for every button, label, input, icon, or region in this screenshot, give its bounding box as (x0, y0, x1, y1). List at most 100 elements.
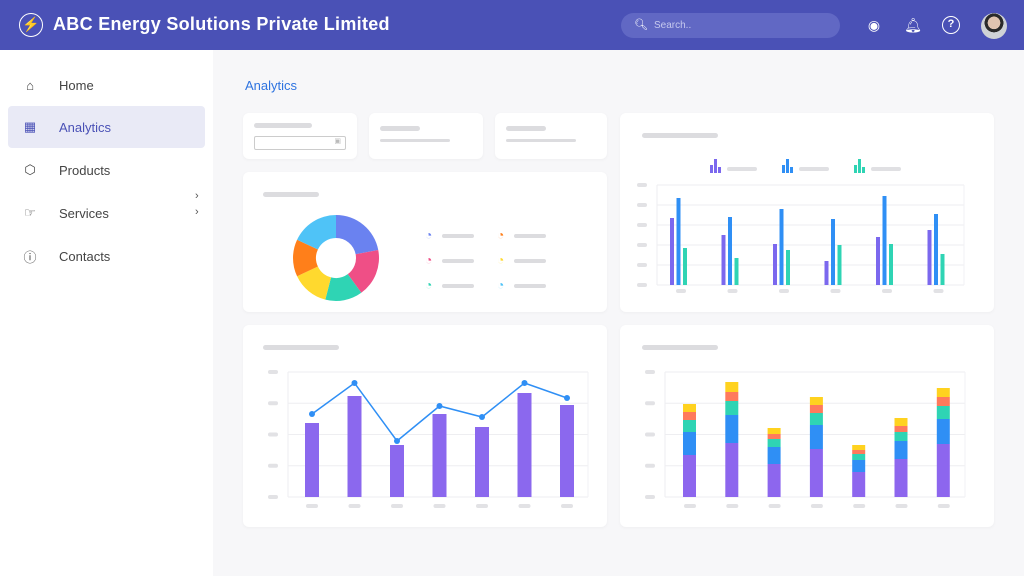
bar-line-chart (268, 370, 589, 508)
bar (560, 405, 574, 497)
help-icon: ⓘ (23, 249, 37, 265)
date-input[interactable]: ▣ (254, 136, 346, 150)
avatar[interactable] (981, 13, 1007, 39)
stacked-bar-segment (894, 418, 908, 426)
y-tick-label (268, 401, 278, 406)
x-tick-label (933, 289, 944, 293)
x-tick-label (810, 504, 823, 508)
bar (347, 396, 362, 497)
x-tick-label (684, 504, 696, 508)
bar (934, 214, 938, 285)
x-tick-label (518, 504, 531, 508)
stacked-bar-segment (894, 459, 908, 497)
stacked-bar-segment (767, 428, 781, 434)
stacked-bar-segment (683, 420, 696, 432)
stacked-bar-chart (645, 370, 966, 508)
sidebar-item-services[interactable]: ☞ Services › › (8, 190, 205, 234)
y-tick-label (645, 495, 655, 499)
legend-icon (790, 167, 793, 173)
calendar-icon: ▣ (334, 138, 341, 145)
bar (683, 248, 687, 285)
legend-icon (786, 159, 789, 173)
help-icon[interactable]: ? (942, 16, 960, 34)
line-point (394, 438, 400, 444)
search-input[interactable]: 🔍︎ Search.. (621, 13, 840, 38)
stacked-bar-segment (683, 432, 696, 455)
location-icon[interactable]: ◉ (867, 17, 881, 33)
x-tick-label (779, 289, 789, 293)
app-title: ABC Energy Solutions Private Limited (53, 14, 390, 34)
legend-icon: ◔ (425, 253, 433, 267)
sidebar-item-products[interactable]: ⬡ Products (8, 149, 205, 191)
x-tick-label (348, 504, 361, 508)
bar (779, 209, 784, 285)
donut-chart (293, 215, 379, 301)
stacked-bar-segment (725, 415, 739, 443)
stacked-bar-segment (767, 434, 781, 439)
bar (927, 230, 932, 285)
line-point (309, 411, 315, 417)
bar (305, 423, 319, 497)
sidebar-item-label: Services (59, 205, 109, 221)
sidebar-item-label: Home (59, 77, 94, 93)
stacked-bar-segment (809, 449, 823, 497)
page-title: Analytics (245, 78, 298, 93)
bolt-icon[interactable]: ⚡ (19, 13, 43, 37)
bar (837, 245, 842, 285)
x-tick-label (830, 289, 841, 293)
sidebar-item-home[interactable]: ⌂ Home (8, 64, 205, 106)
y-tick-label (268, 432, 278, 437)
donut-slice (297, 215, 336, 250)
chevron-right-icon[interactable]: › (195, 206, 199, 218)
legend-icon (714, 159, 717, 173)
sidebar-item-label: Products (59, 162, 111, 178)
bar (773, 244, 777, 285)
sidebar-item-label: Analytics (59, 119, 112, 135)
bar (786, 250, 790, 285)
sidebar-item-analytics[interactable]: ▦ Analytics (8, 106, 205, 148)
donut-slice (297, 266, 332, 300)
y-tick-label (637, 183, 647, 187)
bar (721, 235, 726, 285)
x-tick-label (561, 504, 573, 508)
donut-slice (293, 239, 318, 277)
y-tick-label (637, 283, 647, 287)
bar (432, 414, 447, 497)
donut-slice (325, 274, 362, 301)
stacked-bar-segment (894, 432, 908, 441)
y-tick-label (637, 243, 647, 247)
bell-icon[interactable]: 🔔︎ (904, 17, 922, 33)
x-tick-label (726, 504, 739, 508)
stacked-bar-segment (683, 404, 696, 412)
line-point (351, 380, 358, 386)
bar (390, 445, 404, 497)
sidebar: ⌂ Home ▦ Analytics ⬡ Products ☞ Services › › ⓘ… (0, 50, 213, 576)
line-point (521, 380, 528, 386)
bar (940, 254, 945, 285)
bar (831, 219, 835, 285)
donut-chart-card: ◔ ◔ ◔ ◔ ◔ ◔ (243, 172, 607, 312)
home-icon: ⌂ (26, 77, 34, 93)
bar (734, 258, 739, 285)
bar (824, 261, 829, 285)
y-tick-label (645, 370, 655, 374)
stacked-bar-segment (683, 455, 696, 497)
x-tick-label (853, 504, 866, 508)
stacked-bar-segment (725, 443, 739, 497)
stacked-bar-segment (683, 412, 696, 420)
stacked-bar-segment (809, 405, 823, 413)
stacked-bar-segment (767, 439, 781, 447)
bar (670, 218, 674, 285)
stacked-bar-segment (894, 441, 908, 459)
sidebar-item-label: Contacts (59, 248, 111, 264)
chevron-right-icon[interactable]: › (195, 190, 199, 202)
sidebar-item-contacts[interactable]: ⓘ Contacts (8, 235, 205, 277)
x-tick-label (768, 504, 781, 508)
x-tick-label (895, 504, 908, 508)
date-filter-card: ▣ (243, 113, 357, 159)
bar (889, 244, 893, 285)
stacked-bar-segment (936, 406, 950, 419)
y-tick-label (637, 203, 647, 207)
legend-icon (718, 167, 721, 173)
bar (475, 427, 489, 497)
